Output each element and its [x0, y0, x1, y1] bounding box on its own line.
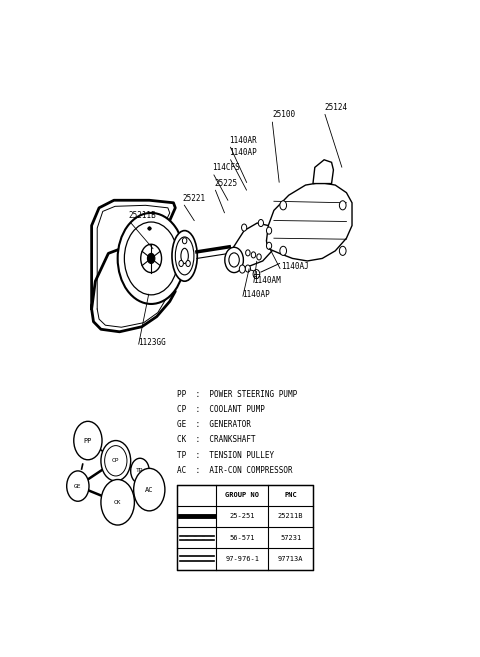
Circle shape [105, 445, 127, 476]
Text: PNC: PNC [284, 492, 297, 498]
Text: 57231: 57231 [280, 535, 301, 541]
Circle shape [133, 468, 165, 511]
Text: 25-251: 25-251 [229, 513, 255, 520]
Polygon shape [266, 183, 352, 261]
Circle shape [258, 219, 264, 227]
Circle shape [124, 222, 178, 295]
Polygon shape [229, 223, 274, 270]
Circle shape [182, 238, 187, 244]
Circle shape [246, 250, 250, 256]
Text: 1123GG: 1123GG [138, 338, 166, 347]
Text: 25225: 25225 [215, 179, 238, 188]
Circle shape [266, 227, 272, 234]
Text: GE: GE [74, 484, 82, 489]
Text: GROUP NO: GROUP NO [225, 492, 259, 498]
Circle shape [245, 265, 251, 272]
Text: 114CFS: 114CFS [213, 164, 240, 172]
Text: 25211B: 25211B [129, 212, 156, 221]
Text: AC  :  AIR-CON COMPRESSOR: AC : AIR-CON COMPRESSOR [177, 466, 293, 475]
Text: 1140AP: 1140AP [242, 290, 270, 299]
Text: CP: CP [112, 459, 120, 463]
Circle shape [101, 480, 134, 525]
Circle shape [257, 254, 261, 260]
Text: 1140AJ: 1140AJ [281, 262, 309, 271]
Text: CK: CK [114, 500, 121, 505]
Text: 97-976-1: 97-976-1 [225, 556, 259, 562]
Text: 97713A: 97713A [278, 556, 303, 562]
Circle shape [280, 201, 287, 210]
Text: AC: AC [145, 487, 154, 493]
Ellipse shape [181, 248, 188, 263]
Circle shape [251, 252, 256, 258]
Ellipse shape [175, 237, 194, 275]
Text: PP: PP [84, 438, 92, 443]
Text: 1140AM: 1140AM [253, 276, 281, 285]
Ellipse shape [172, 231, 197, 281]
Circle shape [240, 265, 245, 273]
Text: CK  :  CRANKSHAFT: CK : CRANKSHAFT [177, 436, 256, 445]
Text: PP  :  POWER STEERING PUMP: PP : POWER STEERING PUMP [177, 390, 298, 399]
Polygon shape [313, 160, 334, 183]
Circle shape [339, 246, 346, 256]
Text: 25124: 25124 [324, 102, 347, 112]
Text: TP  :  TENSION PULLEY: TP : TENSION PULLEY [177, 451, 274, 460]
Text: 25100: 25100 [272, 110, 295, 120]
Circle shape [266, 242, 272, 249]
Circle shape [67, 471, 89, 501]
Circle shape [118, 213, 185, 304]
Circle shape [229, 253, 240, 267]
Circle shape [101, 441, 131, 481]
Circle shape [186, 260, 191, 267]
Text: 56-571: 56-571 [229, 535, 255, 541]
Circle shape [147, 254, 155, 263]
Text: 1140AP: 1140AP [229, 148, 257, 157]
Circle shape [241, 224, 247, 231]
Text: 25221: 25221 [183, 194, 206, 203]
Circle shape [74, 421, 102, 460]
Circle shape [141, 244, 162, 273]
Circle shape [339, 201, 346, 210]
Text: GE  :  GENERATOR: GE : GENERATOR [177, 420, 251, 429]
Text: TP: TP [136, 468, 144, 474]
Text: CP  :  COOLANT PUMP: CP : COOLANT PUMP [177, 405, 265, 414]
FancyBboxPatch shape [177, 485, 313, 570]
Text: 1140AR: 1140AR [229, 135, 257, 145]
Circle shape [131, 459, 149, 484]
Text: 25211B: 25211B [278, 513, 303, 520]
Circle shape [179, 260, 183, 267]
Circle shape [253, 269, 260, 279]
Circle shape [225, 247, 243, 273]
Circle shape [280, 246, 287, 256]
